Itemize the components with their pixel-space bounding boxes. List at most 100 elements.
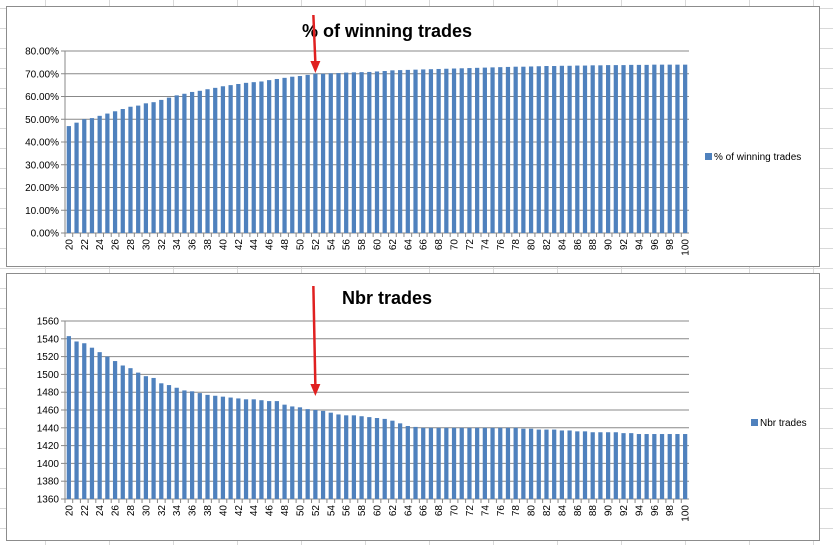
bar (143, 376, 149, 499)
bar (297, 76, 303, 234)
y-tick-label: 0.00% (31, 229, 59, 240)
bar (621, 433, 626, 499)
x-tick-label: 48 (280, 239, 291, 251)
chart-title: % of winning trades (302, 21, 472, 41)
bar (359, 72, 364, 233)
bar (405, 426, 410, 499)
bar (105, 113, 110, 233)
bar (605, 65, 611, 233)
y-tick-label: 1480 (37, 388, 60, 399)
bar (197, 90, 202, 233)
bar (459, 68, 464, 233)
bar (644, 434, 649, 499)
x-tick-label: 60 (373, 239, 384, 251)
x-tick-label: 90 (604, 239, 615, 251)
x-tick-label: 52 (311, 505, 322, 517)
x-tick-label: 88 (588, 239, 599, 251)
x-tick-label: 66 (419, 239, 430, 251)
x-tick-label: 100 (681, 505, 692, 522)
y-tick-label: 1500 (37, 370, 60, 381)
x-tick-label: 68 (434, 239, 445, 251)
bar (82, 119, 87, 233)
bar (313, 73, 318, 233)
x-tick-label: 70 (450, 505, 461, 517)
x-tick-label: 64 (403, 505, 414, 517)
chart-nbr-trades[interactable]: Nbr trades 1360 1380 1400 1420 1440 1460 1480 15… (6, 273, 820, 541)
bar (528, 428, 534, 499)
bar (136, 105, 141, 233)
x-tick-label: 32 (157, 505, 168, 517)
x-tick-label: 72 (465, 505, 476, 517)
bar (382, 418, 387, 499)
bar (112, 361, 118, 499)
x-tick-label: 74 (480, 239, 491, 251)
x-tick-label: 32 (157, 239, 168, 251)
x-tick-label: 98 (665, 505, 676, 517)
x-tick-label: 70 (450, 239, 461, 251)
bar (397, 423, 403, 499)
bar (243, 82, 249, 233)
y-tick-label: 1460 (37, 406, 60, 417)
x-tick-label: 74 (480, 505, 491, 517)
bar (675, 434, 680, 499)
bar (636, 434, 642, 499)
bar (259, 81, 264, 233)
bar (251, 399, 256, 499)
bar (605, 432, 611, 499)
x-tick-label: 66 (419, 505, 430, 517)
x-tick-label: 84 (557, 239, 568, 251)
y-tick-label: 50.00% (25, 115, 59, 126)
bar (267, 401, 272, 499)
x-tick-label: 42 (234, 239, 245, 251)
bar (436, 427, 441, 499)
bar (475, 67, 480, 234)
x-tick-label: 54 (326, 239, 337, 251)
bar (74, 122, 79, 233)
bar (521, 428, 526, 499)
bar (313, 410, 318, 499)
bar (367, 71, 372, 234)
bar (182, 93, 187, 234)
bar (336, 414, 341, 499)
bar (598, 65, 603, 233)
legend-swatch (751, 419, 758, 426)
bar (667, 64, 672, 234)
bar (559, 65, 565, 233)
bar (228, 85, 233, 233)
y-tick-label: 1360 (37, 495, 60, 506)
bar (636, 64, 642, 233)
bar (667, 434, 672, 499)
bar (236, 83, 241, 233)
bar (421, 427, 426, 499)
x-tick-label: 86 (573, 239, 584, 251)
bar (105, 356, 110, 499)
bar (328, 73, 333, 233)
bar (590, 65, 595, 233)
bar (644, 64, 649, 233)
bar (613, 65, 618, 233)
bar (467, 68, 472, 233)
bar (582, 431, 588, 499)
bar (174, 387, 179, 499)
x-tick-label: 22 (80, 239, 91, 251)
bar (613, 432, 618, 499)
bar (528, 66, 534, 233)
bar (66, 126, 71, 233)
bar (359, 416, 364, 499)
x-tick-label: 90 (604, 505, 615, 517)
x-tick-label: 94 (634, 239, 645, 251)
bar (151, 377, 156, 499)
x-tick-label: 36 (188, 239, 199, 251)
bar (320, 410, 326, 499)
bar (444, 427, 449, 499)
bar (344, 72, 349, 233)
annotation-arrow-shaft (312, 14, 317, 64)
bar (482, 427, 487, 499)
x-tick-label: 78 (511, 505, 522, 517)
bar (220, 396, 226, 499)
y-tick-label: 1520 (37, 352, 60, 363)
bar (243, 399, 249, 499)
x-tick-label: 88 (588, 505, 599, 517)
chart-winning-trades[interactable]: % of winning trades 0.00% 10.00% 20.00% 30.0… (6, 6, 820, 267)
x-tick-label: 78 (511, 239, 522, 251)
